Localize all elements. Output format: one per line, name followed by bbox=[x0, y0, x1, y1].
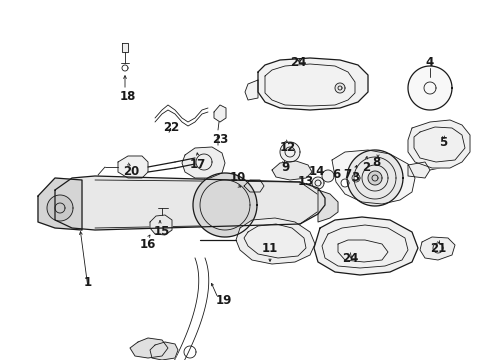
Text: 5: 5 bbox=[438, 136, 446, 149]
Polygon shape bbox=[311, 177, 324, 189]
Polygon shape bbox=[258, 58, 367, 110]
Text: 22: 22 bbox=[163, 121, 179, 135]
Text: 6: 6 bbox=[331, 168, 340, 181]
Text: 17: 17 bbox=[189, 158, 206, 171]
Text: 4: 4 bbox=[425, 55, 433, 68]
Polygon shape bbox=[346, 150, 402, 206]
Text: 19: 19 bbox=[215, 293, 232, 306]
Polygon shape bbox=[118, 156, 148, 178]
Polygon shape bbox=[122, 43, 128, 52]
Polygon shape bbox=[407, 66, 451, 110]
Polygon shape bbox=[313, 217, 417, 275]
Polygon shape bbox=[334, 83, 345, 93]
Polygon shape bbox=[419, 237, 454, 260]
Text: 24: 24 bbox=[341, 252, 357, 265]
Text: 14: 14 bbox=[308, 166, 325, 179]
Polygon shape bbox=[351, 174, 359, 182]
Text: 1: 1 bbox=[84, 275, 92, 288]
Polygon shape bbox=[321, 170, 333, 182]
Polygon shape bbox=[150, 215, 172, 235]
Polygon shape bbox=[55, 176, 325, 230]
Text: 15: 15 bbox=[154, 225, 170, 238]
Text: 8: 8 bbox=[371, 157, 379, 170]
Polygon shape bbox=[280, 142, 299, 162]
Polygon shape bbox=[271, 161, 311, 180]
Polygon shape bbox=[193, 173, 257, 237]
Polygon shape bbox=[47, 195, 73, 221]
Text: 2: 2 bbox=[361, 162, 369, 175]
Polygon shape bbox=[244, 180, 264, 192]
Text: 9: 9 bbox=[280, 162, 288, 175]
Text: 10: 10 bbox=[229, 171, 245, 184]
Text: 21: 21 bbox=[429, 242, 445, 255]
Text: 20: 20 bbox=[122, 166, 139, 179]
Polygon shape bbox=[407, 162, 429, 178]
Polygon shape bbox=[367, 171, 381, 185]
Text: 24: 24 bbox=[289, 55, 305, 68]
Polygon shape bbox=[130, 338, 168, 358]
Text: 3: 3 bbox=[350, 171, 358, 184]
Text: 12: 12 bbox=[279, 141, 296, 154]
Polygon shape bbox=[236, 218, 314, 264]
Polygon shape bbox=[182, 147, 224, 178]
Polygon shape bbox=[150, 342, 178, 360]
Polygon shape bbox=[38, 178, 82, 230]
Polygon shape bbox=[214, 105, 225, 122]
Text: 13: 13 bbox=[297, 175, 313, 189]
Text: 7: 7 bbox=[342, 168, 350, 181]
Polygon shape bbox=[340, 179, 348, 187]
Polygon shape bbox=[407, 120, 469, 168]
Polygon shape bbox=[244, 80, 258, 100]
Text: 23: 23 bbox=[211, 134, 228, 147]
Polygon shape bbox=[331, 150, 414, 204]
Polygon shape bbox=[317, 190, 337, 222]
Text: 11: 11 bbox=[262, 242, 278, 255]
Text: 18: 18 bbox=[120, 90, 136, 103]
Text: 16: 16 bbox=[140, 238, 156, 252]
